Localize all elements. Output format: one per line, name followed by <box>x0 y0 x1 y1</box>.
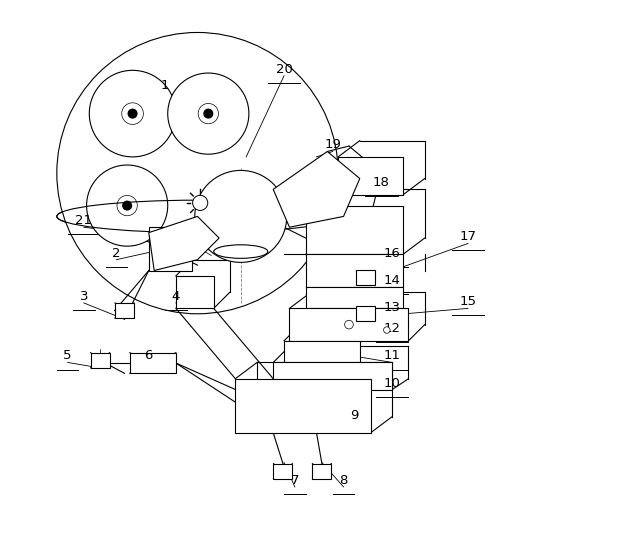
Text: 13: 13 <box>384 301 401 314</box>
Bar <box>284 341 360 362</box>
Bar <box>289 308 408 341</box>
Circle shape <box>89 70 176 157</box>
Circle shape <box>168 73 249 154</box>
Circle shape <box>128 109 137 118</box>
Text: 10: 10 <box>384 377 401 390</box>
Text: 14: 14 <box>384 274 401 287</box>
Text: 12: 12 <box>384 322 401 335</box>
Text: 19: 19 <box>324 138 341 151</box>
Text: 11: 11 <box>384 349 401 362</box>
Circle shape <box>122 103 144 124</box>
Bar <box>130 353 176 373</box>
Text: 6: 6 <box>144 349 153 362</box>
Bar <box>338 157 403 195</box>
Text: 9: 9 <box>350 409 358 422</box>
Bar <box>306 287 403 308</box>
Bar <box>176 276 214 308</box>
Ellipse shape <box>57 200 338 233</box>
Bar <box>306 254 403 287</box>
Bar <box>273 464 292 479</box>
Circle shape <box>117 195 137 216</box>
Circle shape <box>87 165 168 246</box>
Text: 20: 20 <box>275 63 292 76</box>
Circle shape <box>57 32 338 314</box>
Bar <box>356 270 375 285</box>
Bar <box>313 464 332 479</box>
Ellipse shape <box>214 245 268 259</box>
Circle shape <box>192 195 208 210</box>
Circle shape <box>384 327 390 333</box>
Text: 17: 17 <box>460 230 477 243</box>
Bar <box>115 303 134 318</box>
Bar <box>356 306 375 321</box>
Text: 21: 21 <box>75 214 92 227</box>
Text: 15: 15 <box>460 295 477 308</box>
Polygon shape <box>273 151 360 227</box>
Bar <box>306 206 403 254</box>
Bar <box>91 353 110 368</box>
Text: 16: 16 <box>384 247 401 260</box>
Circle shape <box>198 103 218 124</box>
Bar <box>273 362 392 390</box>
Text: 1: 1 <box>161 79 169 92</box>
Circle shape <box>123 201 132 210</box>
Text: 3: 3 <box>80 290 88 303</box>
Text: 7: 7 <box>291 474 299 487</box>
Bar <box>235 379 370 433</box>
Polygon shape <box>149 216 219 270</box>
Circle shape <box>204 109 213 118</box>
Text: 8: 8 <box>339 474 348 487</box>
Text: 5: 5 <box>63 349 72 362</box>
Text: 18: 18 <box>373 176 390 189</box>
Text: 4: 4 <box>172 290 180 303</box>
Bar <box>149 227 192 270</box>
Circle shape <box>344 320 353 329</box>
Text: 2: 2 <box>112 247 120 260</box>
Circle shape <box>195 170 287 262</box>
